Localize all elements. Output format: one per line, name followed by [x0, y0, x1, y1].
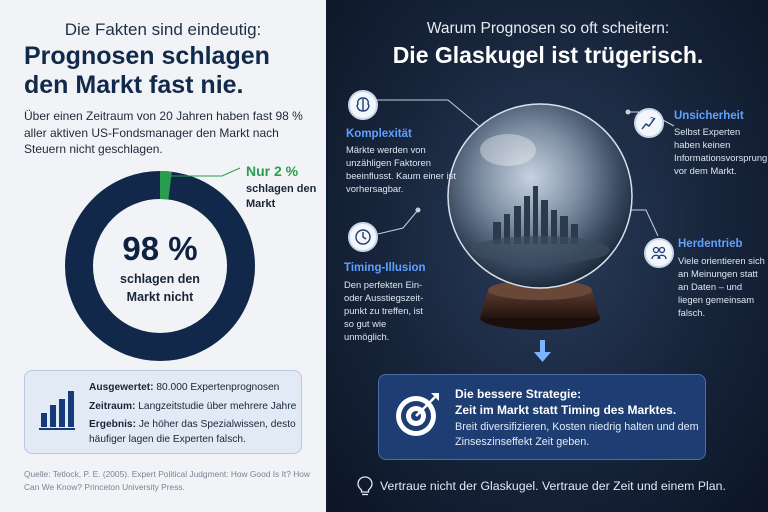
info-value: Je höher das Spezialwissen, desto häufig… — [89, 419, 296, 445]
study-info-box: Ausgewertet: 80.000 Expertenprognosen Ze… — [24, 370, 302, 454]
question-chart-icon: ? — [634, 108, 664, 138]
donut-success-segment — [65, 171, 255, 361]
forecast-panel: Warum Prognosen so oft scheitern: Die Gl… — [328, 0, 768, 512]
donut-sub-line2: Markt nicht — [126, 290, 194, 304]
info-label: Ausgewertet: — [89, 382, 154, 393]
factor-text-herd: Viele orientieren sich an Meinungen stat… — [678, 255, 765, 318]
donut-big-label: 98 % — [122, 230, 198, 267]
facts-title-line1: Prognosen schlagen — [24, 42, 270, 70]
clock-icon — [348, 222, 378, 252]
facts-intro: Über einen Zeitraum von 20 Jahren haben … — [24, 109, 303, 156]
lightbulb-icon — [357, 476, 373, 496]
donut-sub-label: schlagen den Markt nicht — [64, 270, 256, 306]
target-icon — [396, 393, 439, 436]
info-value: 80.000 Expertenprognosen — [156, 382, 280, 393]
people-icon — [644, 238, 674, 268]
svg-text:?: ? — [650, 117, 654, 124]
factor-title-herd: Herdentrieb — [678, 238, 743, 250]
info-label: Ergebnis: — [89, 419, 136, 430]
facts-kicker: Die Fakten sind eindeutig: — [64, 20, 262, 39]
factor-title-complexity: Komplexität — [346, 128, 412, 140]
factor-text-uncertainty: Selbst Experten haben keinen Information… — [674, 126, 768, 176]
strategy-title-line2: Zeit im Markt statt Timing des Marktes. — [455, 403, 677, 417]
callout-text: schlagen den Markt — [246, 182, 326, 212]
factor-text-timing: Den perfekten Ein- oder Ausstiegszeit- p… — [344, 279, 424, 342]
donut-chart — [65, 171, 255, 361]
callout-line — [168, 167, 241, 177]
crystal-ball-illustration — [374, 99, 675, 362]
callout-highlight: Nur 2 % — [246, 163, 299, 179]
info-label: Zeitraum: — [89, 400, 136, 412]
facts-title-line2: den Markt fast nie. — [24, 71, 244, 99]
strategy-title-line1: Die bessere Strategie: — [455, 387, 582, 401]
forecast-title: Die Glaskugel ist trügerisch. — [392, 42, 704, 68]
study-info-text: Ausgewertet: 80.000 Expertenprognosen Ze… — [89, 381, 297, 451]
factor-title-uncertainty: Unsicherheit — [674, 110, 744, 122]
source-citation: Quelle: Tetlock, P. E. (2005). Expert Po… — [24, 469, 310, 492]
strategy-box: Die bessere Strategie: Zeit im Markt sta… — [378, 374, 706, 460]
info-value: Langzeitstudie über mehrere Jahre — [138, 400, 297, 412]
factor-title-timing: Timing-Illusion — [344, 262, 426, 274]
facts-panel: Die Fakten sind eindeutig: Prognosen sch… — [0, 0, 326, 512]
info-row-evaluated: Ausgewertet: 80.000 Expertenprognosen — [89, 381, 297, 396]
bar-chart-icon — [39, 391, 75, 430]
info-row-result: Ergebnis: Je höher das Spezialwissen, de… — [89, 418, 297, 447]
strategy-text: Breit diversifizieren, Kosten niedrig ha… — [455, 421, 699, 448]
callout-line2: Markt — [246, 198, 276, 210]
brain-icon — [348, 90, 378, 120]
footer-text: Vertraue nicht der Glaskugel. Vertraue d… — [380, 479, 726, 493]
forecast-kicker: Warum Prognosen so oft scheitern: — [426, 20, 670, 37]
callout-line1: schlagen den — [246, 183, 317, 195]
facts-title: Prognosen schlagen den Markt fast nie. — [24, 42, 314, 100]
factor-text-complexity: Märkte werden von unzähligen Faktoren be… — [346, 144, 456, 194]
info-row-period: Zeitraum: Langzeitstudie über mehrere Ja… — [89, 400, 297, 415]
donut-sub-line1: schlagen den — [120, 272, 200, 286]
